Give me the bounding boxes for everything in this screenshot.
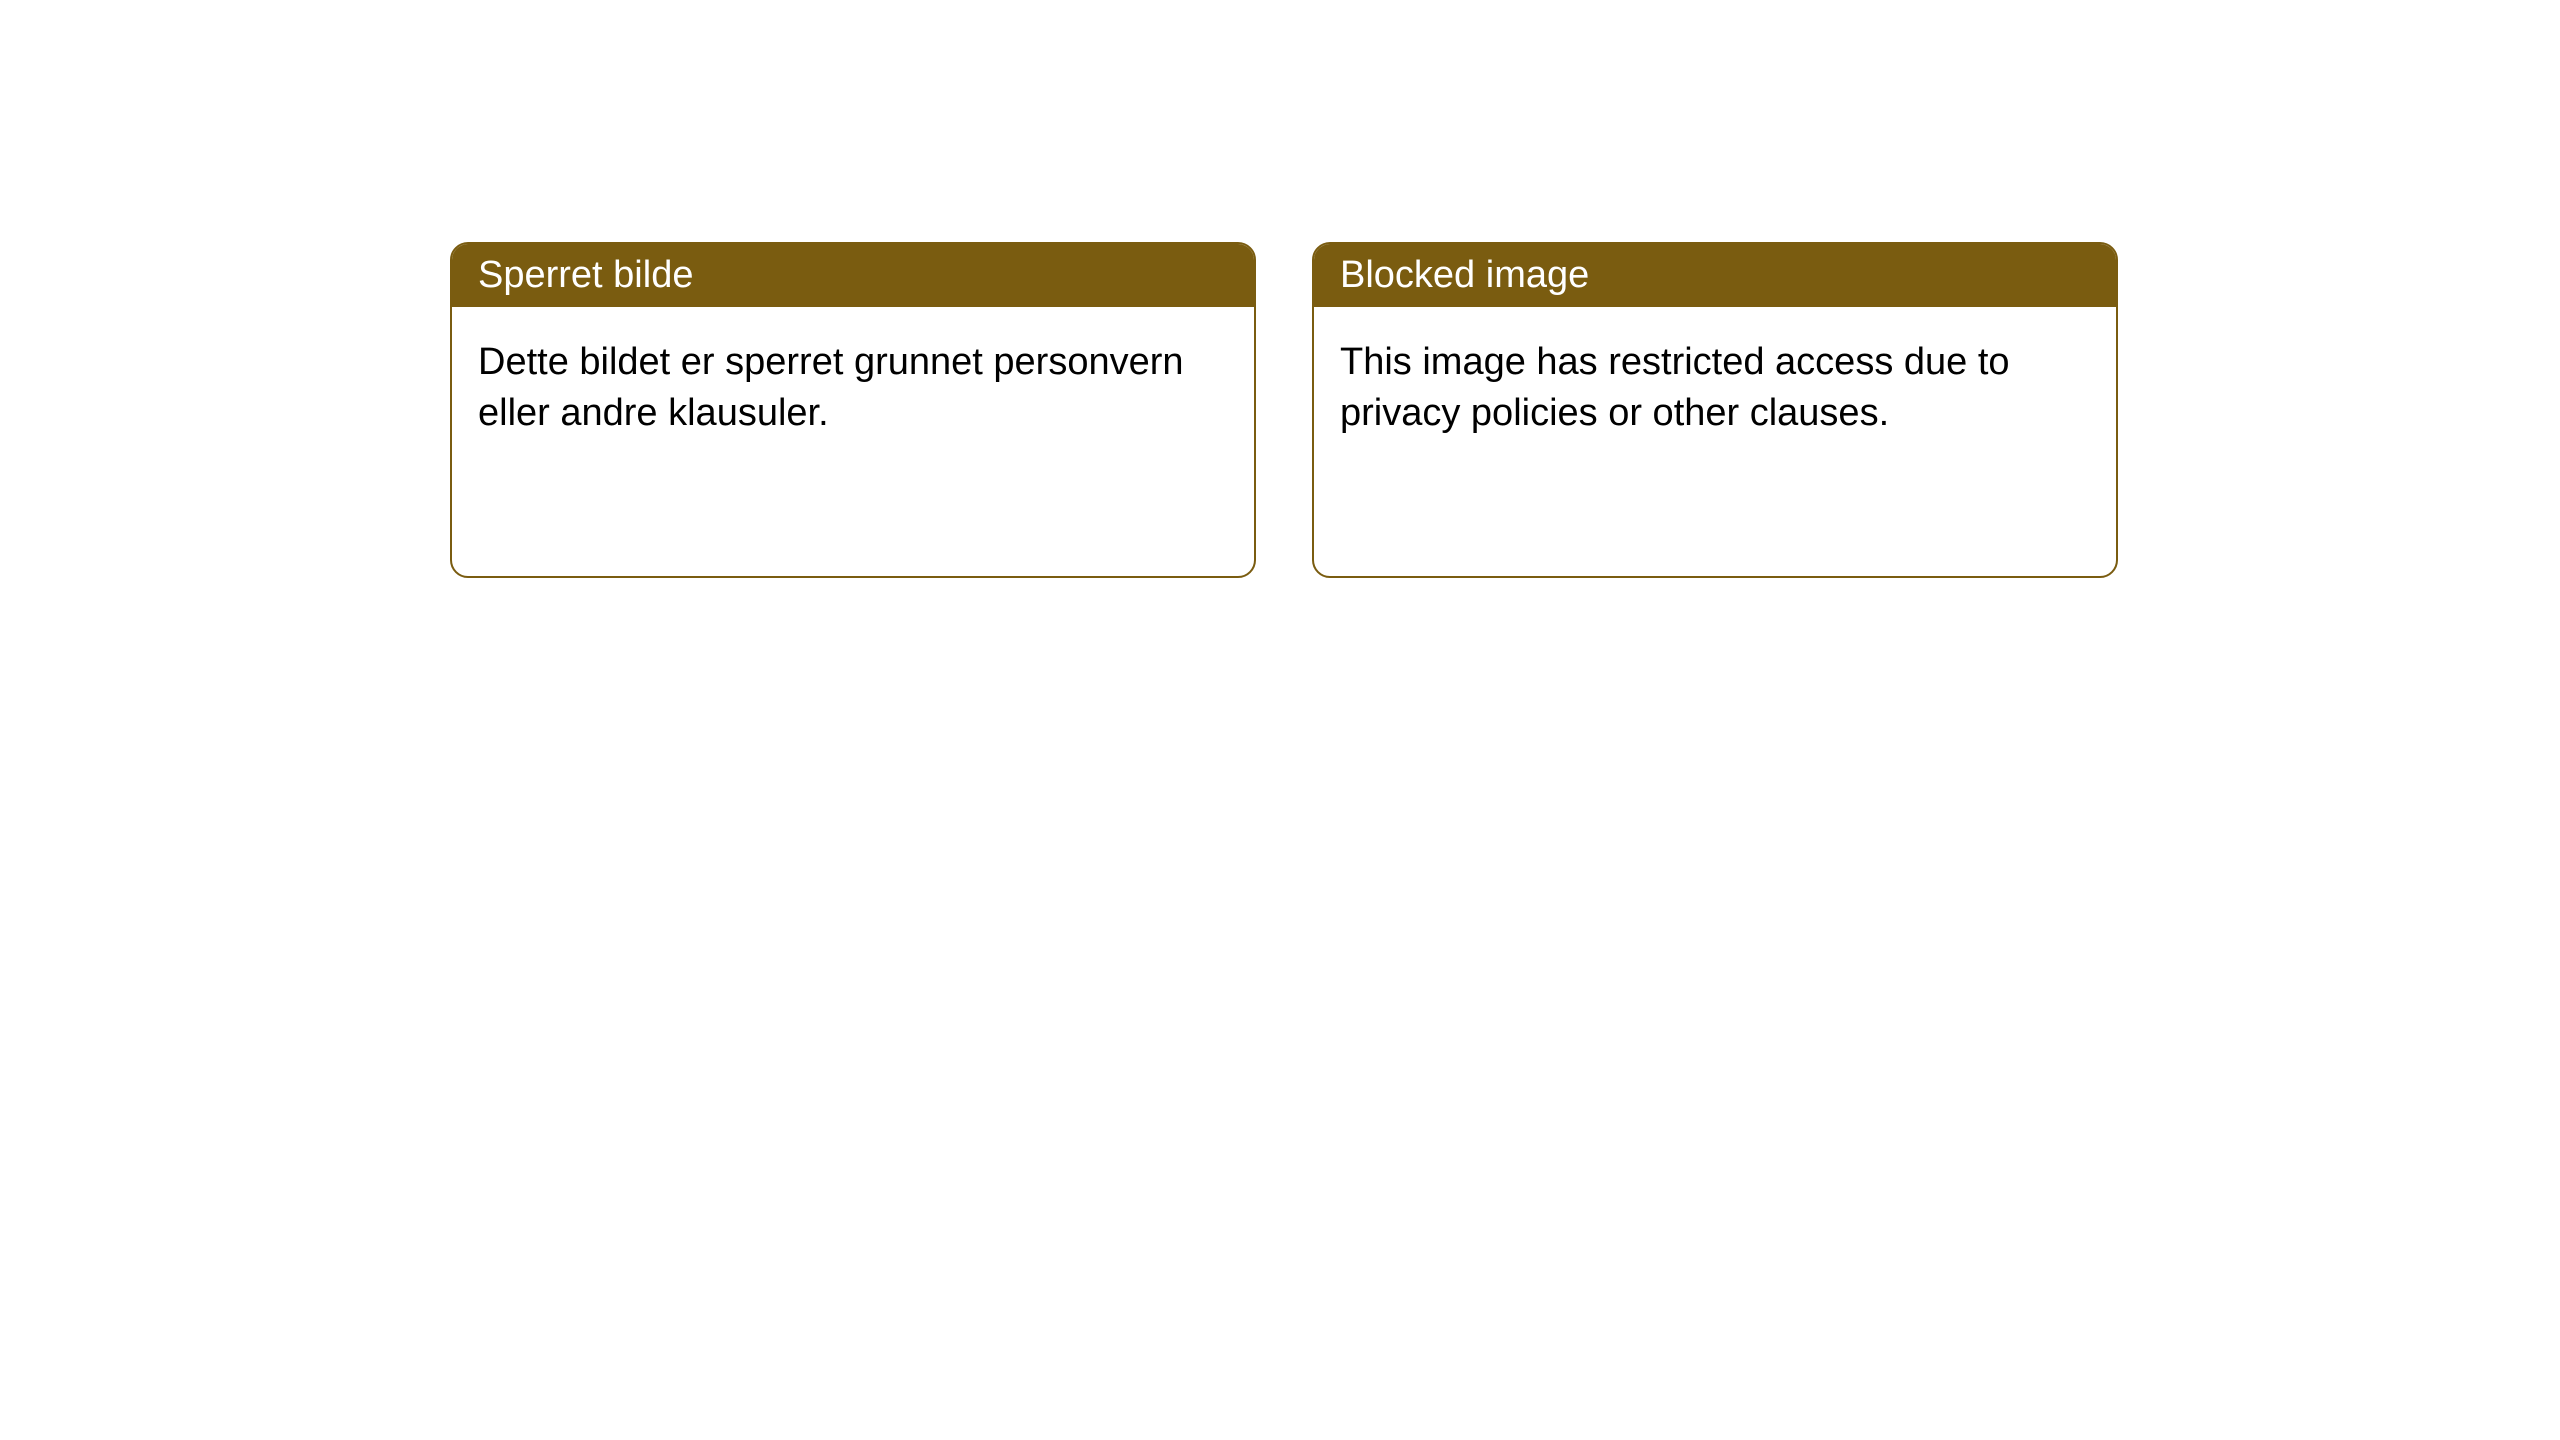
notice-container: Sperret bilde Dette bildet er sperret gr…: [0, 0, 2560, 578]
notice-message: This image has restricted access due to …: [1340, 341, 2010, 434]
notice-card-norwegian: Sperret bilde Dette bildet er sperret gr…: [450, 242, 1256, 578]
notice-message: Dette bildet er sperret grunnet personve…: [478, 341, 1184, 434]
notice-body: This image has restricted access due to …: [1314, 307, 2116, 470]
notice-title: Sperret bilde: [478, 254, 693, 296]
notice-header: Sperret bilde: [452, 244, 1254, 307]
notice-header: Blocked image: [1314, 244, 2116, 307]
notice-title: Blocked image: [1340, 254, 1589, 296]
notice-body: Dette bildet er sperret grunnet personve…: [452, 307, 1254, 470]
notice-card-english: Blocked image This image has restricted …: [1312, 242, 2118, 578]
